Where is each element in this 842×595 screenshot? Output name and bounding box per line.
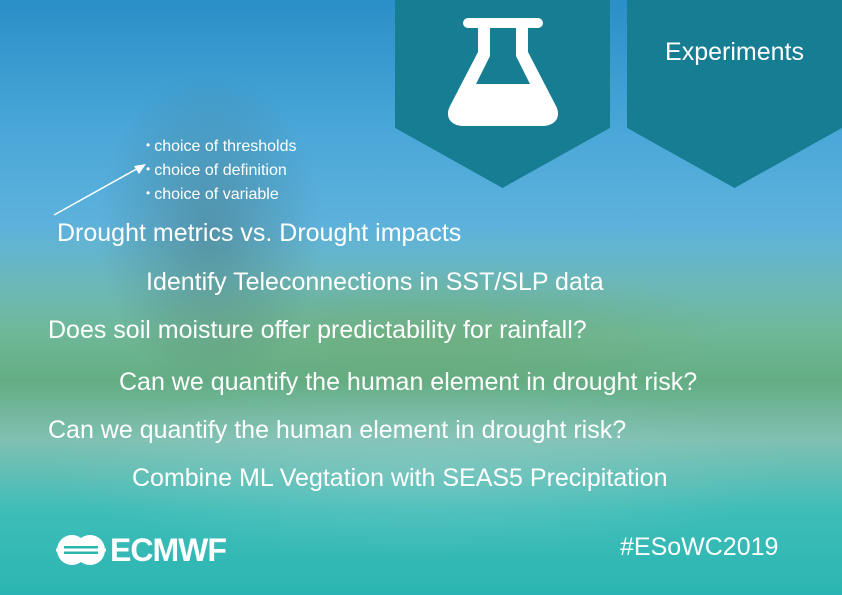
text-line-teleconnections: Identify Teleconnections in SST/SLP data bbox=[146, 268, 604, 296]
text-line-ml-vegetation: Combine ML Vegtation with SEAS5 Precipit… bbox=[132, 464, 668, 492]
arrow-icon bbox=[53, 164, 146, 216]
bullet-item: choice of variable bbox=[146, 182, 297, 206]
ecmwf-logo: ECMWF bbox=[56, 531, 227, 568]
ecmwf-logo-mark-icon bbox=[56, 535, 106, 565]
banner-title: Experiments bbox=[665, 38, 804, 66]
text-line-human-element-repeat: Can we quantify the human element in dro… bbox=[48, 416, 627, 444]
hashtag: #ESoWC2019 bbox=[620, 533, 779, 561]
logo-text: ECMWF bbox=[110, 531, 227, 568]
text-line-drought-metrics: Drought metrics vs. Drought impacts bbox=[57, 219, 462, 247]
text-line-human-element: Can we quantify the human element in dro… bbox=[119, 368, 698, 396]
bullet-item: choice of thresholds bbox=[146, 134, 296, 158]
text-line-soil-moisture: Does soil moisture offer predictability … bbox=[48, 316, 587, 344]
bullet-item: choice of definition bbox=[146, 158, 297, 182]
bullet-list: choice of thresholds choice of definitio… bbox=[146, 134, 297, 206]
flask-icon bbox=[447, 18, 559, 126]
